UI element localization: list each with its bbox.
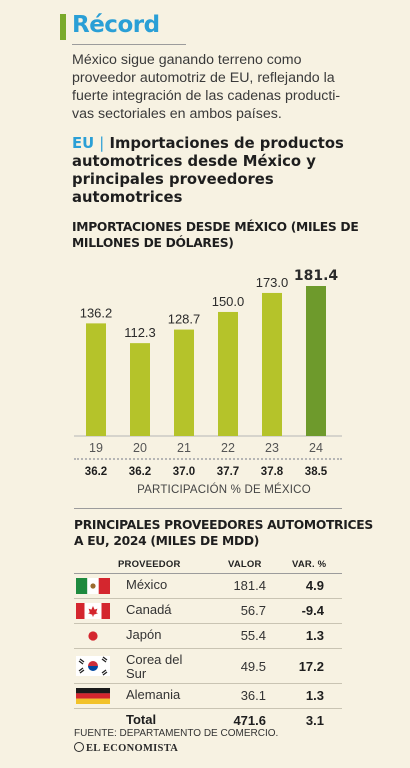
section-heading: EU | Importaciones de productos automotr… <box>72 135 372 207</box>
provider-var: 4.9 <box>305 578 324 593</box>
total-value: 471.6 <box>233 713 266 728</box>
x-tick-label: 24 <box>309 441 323 455</box>
section-divider <box>74 508 342 509</box>
provider-var: 17.2 <box>298 659 324 674</box>
table-row: Alemania 36.1 1.3 <box>74 684 342 709</box>
provider-var: -9.4 <box>301 603 324 618</box>
provider-value: 56.7 <box>240 603 266 618</box>
provider-name: Alemania <box>126 687 181 702</box>
providers-table: PROVEEDOR VALOR VAR. % México 181.4 4.9 … <box>74 553 342 733</box>
provider-value: 36.1 <box>240 688 266 703</box>
intro-text: México sigue ganando terreno como provee… <box>72 52 341 122</box>
chart-title: IMPORTACIONES DESDE MÉXICO (MILES DE MIL… <box>72 220 359 250</box>
page-title: Récord <box>72 12 160 38</box>
bar <box>130 343 150 436</box>
canada-flag-icon <box>76 603 110 619</box>
table-total-row: Total 471.6 3.1 <box>74 709 342 733</box>
share-axis-label: PARTICIPACIÓN % DE MÉXICO <box>137 484 311 496</box>
country-tag: EU <box>72 135 95 152</box>
table-row: México 181.4 4.9 <box>74 574 342 599</box>
heading-text: Importaciones de productos automotrices … <box>72 135 344 206</box>
bar <box>174 329 194 436</box>
provider-var: 1.3 <box>305 628 324 643</box>
table-title: PRINCIPALES PROVEEDORES AUTOMOTRICES A E… <box>74 518 373 548</box>
table-row: Canadá 56.7 -9.4 <box>74 599 342 624</box>
title-divider <box>72 44 186 45</box>
provider-name: Corea del Sur <box>126 652 183 681</box>
provider-var: 1.3 <box>305 688 324 703</box>
share-value-label: 37.8 <box>261 466 284 478</box>
imports-bar-chart: 136.2 19 36.2 112.3 20 36.2 128.7 21 37.0 150.0 22… <box>74 268 342 478</box>
brand-icon <box>74 742 84 752</box>
x-tick-label: 20 <box>133 441 147 455</box>
bar-value-label: 112.3 <box>124 325 156 340</box>
bar <box>86 323 106 436</box>
source-note: FUENTE: DEPARTAMENTO DE COMERCIO. <box>74 728 279 739</box>
bar-value-label: 150.0 <box>212 294 245 309</box>
x-tick-label: 22 <box>221 441 235 455</box>
bar-value-label: 173.0 <box>256 275 289 290</box>
provider-name: Canadá <box>126 602 172 617</box>
total-var: 3.1 <box>305 713 324 728</box>
var-column-header: VAR. % <box>292 559 327 570</box>
mexico-flag-icon <box>76 578 110 594</box>
japan-flag-icon <box>88 631 98 641</box>
x-tick-label: 19 <box>89 441 103 455</box>
x-tick-label: 21 <box>177 441 191 455</box>
bar <box>306 286 326 436</box>
x-tick-label: 23 <box>265 441 279 455</box>
bar <box>218 311 238 436</box>
south-korea-flag-icon <box>76 656 110 676</box>
brand-logo: EL ECONOMISTA <box>74 742 178 754</box>
share-value-label: 37.0 <box>173 466 195 478</box>
provider-value: 181.4 <box>233 578 266 593</box>
share-value-label: 38.5 <box>305 466 328 478</box>
share-value-label: 36.2 <box>129 466 151 478</box>
provider-value: 49.5 <box>240 659 266 674</box>
brand-name: EL ECONOMISTA <box>86 743 179 754</box>
share-value-label: 37.7 <box>217 466 239 478</box>
bar-value-label: 181.4 <box>294 268 339 284</box>
provider-name: Japón <box>126 627 162 642</box>
bar <box>262 292 282 436</box>
share-dotted-rule <box>74 458 342 460</box>
table-header: PROVEEDOR VALOR VAR. % <box>74 553 342 574</box>
value-column-header: VALOR <box>228 559 262 570</box>
heading-separator: | <box>99 135 105 152</box>
bar-value-label: 136.2 <box>80 305 113 320</box>
provider-name: México <box>126 577 168 592</box>
table-row: Corea del Sur 49.5 17.2 <box>74 649 342 684</box>
share-value-label: 36.2 <box>85 466 107 478</box>
table-row: Japón 55.4 1.3 <box>74 624 342 649</box>
bar-value-label: 128.7 <box>168 312 201 327</box>
provider-value: 55.4 <box>240 628 266 643</box>
provider-column-header: PROVEEDOR <box>118 559 181 570</box>
title-accent-bar <box>60 14 66 40</box>
germany-flag-icon <box>76 688 110 704</box>
total-label: Total <box>126 712 157 727</box>
